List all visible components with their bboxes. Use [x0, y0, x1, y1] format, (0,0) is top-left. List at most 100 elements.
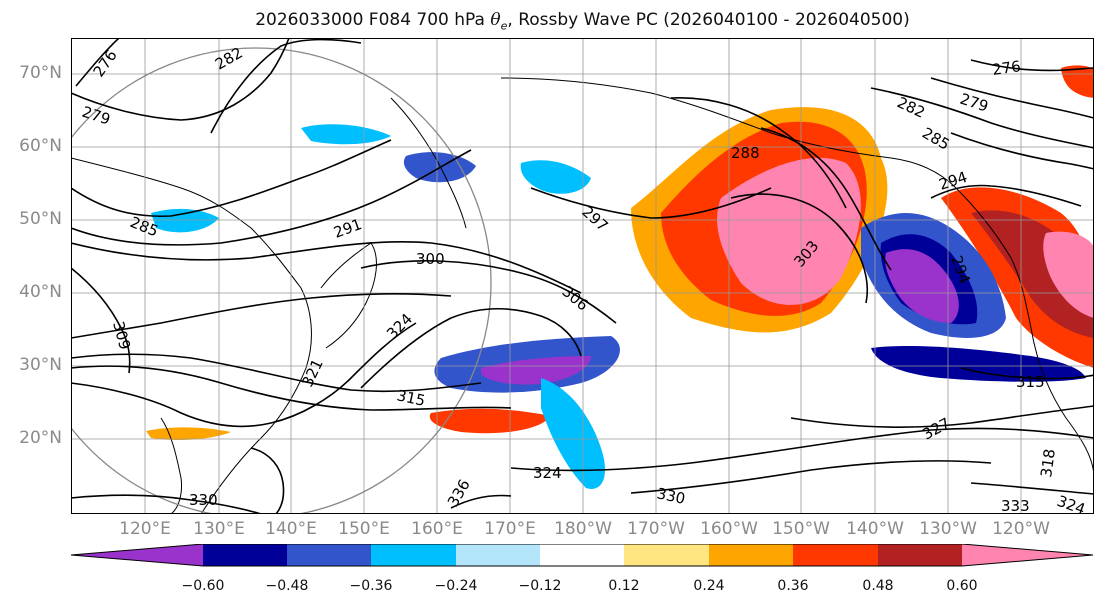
contour-312 — [71, 293, 452, 339]
colorbar-tick-060: 0.60 — [946, 578, 978, 594]
positive-anomaly-arctic — [1061, 65, 1094, 98]
lon-label-150w: 150°W — [772, 519, 830, 539]
coastlines — [71, 77, 1094, 514]
lat-label-30n: 30°N — [19, 355, 62, 375]
colorbar-segment-048-060 — [878, 544, 962, 566]
lat-label-60n: 60°N — [19, 136, 62, 156]
contour-324 — [360, 307, 1094, 472]
contour-300 — [71, 241, 582, 294]
lon-label-120e: 120°E — [119, 519, 171, 539]
colorbar-tick-024: 0.24 — [693, 578, 725, 594]
lon-label-150e: 150°E — [338, 519, 390, 539]
contour-label-324-east: 324 — [533, 464, 562, 482]
contour-label-330-west: 330 — [189, 491, 218, 509]
colorbar-segment-036-024 — [371, 544, 456, 566]
colorbar-tick-neg024: −0.24 — [434, 578, 478, 594]
contour-label-288: 288 — [731, 144, 760, 162]
colorbar-segment-012-024 — [624, 544, 709, 566]
contour-276 — [75, 38, 1094, 87]
graticule — [71, 38, 1094, 514]
contour-336 — [250, 447, 512, 514]
lon-label-160e: 160°E — [411, 519, 463, 539]
negative-anomaly-south — [871, 345, 1086, 382]
contour-330 — [71, 460, 992, 514]
theta-e-contours — [71, 38, 1094, 514]
contour-315 — [71, 353, 1094, 393]
colorbar-tick-neg048: −0.48 — [265, 578, 309, 594]
contour-label-318: 318 — [1037, 448, 1059, 479]
map-frame — [71, 38, 1094, 514]
contour-306 — [360, 260, 617, 324]
colorbar-segment-060-048 — [203, 544, 287, 566]
coastline-kamchatka — [390, 97, 467, 229]
colorbar-tick-048: 0.48 — [862, 578, 894, 594]
contour-288 — [670, 96, 847, 209]
lon-label-130w: 130°W — [919, 519, 977, 539]
colorbar-tick-neg012: −0.12 — [518, 578, 562, 594]
positive-anomaly-subtropics — [429, 408, 551, 434]
map-panel: 276 282 279 285 291 300 306 324 321 315 … — [71, 38, 1094, 514]
contour-318 — [71, 365, 512, 411]
lon-label-130e: 130°E — [193, 519, 245, 539]
lon-label-180w: 180°W — [554, 519, 612, 539]
colorbar-segment-048-036 — [287, 544, 371, 566]
negative-anomaly-tongue — [541, 378, 606, 489]
title-prefix: 2026033000 F084 700 hPa — [255, 10, 491, 30]
contour-label-315: 315 — [395, 386, 427, 410]
coastline-alaska — [500, 77, 957, 189]
shaded-anomalies — [146, 65, 1094, 489]
contour-327 — [790, 405, 1094, 428]
colorbar-segment-024-012 — [456, 544, 540, 566]
title-suffix: , Rossby Wave PC (2026040100 - 202604050… — [507, 10, 910, 30]
contour-label-333: 333 — [1001, 497, 1030, 514]
contour-297 — [530, 187, 772, 219]
theta-subscript: e — [500, 19, 508, 33]
negative-anomaly-kamchatka — [301, 124, 391, 145]
coastline-asia — [71, 157, 312, 514]
colorbar-tick-neg060: −0.60 — [181, 578, 225, 594]
contour-label-276-east: 276 — [991, 57, 1022, 79]
coastline-japan — [320, 242, 377, 349]
lat-label-40n: 40°N — [19, 282, 62, 302]
reference-circle — [71, 47, 492, 514]
contour-333 — [970, 482, 1094, 495]
negative-anomaly-siberia — [151, 208, 219, 233]
colorbar-segment-036-048 — [793, 544, 878, 566]
negative-anomaly-bering — [520, 160, 591, 194]
contour-label-315-east: 315 — [1016, 373, 1045, 391]
lon-label-140w: 140°W — [846, 519, 904, 539]
colorbar-tick-036: 0.36 — [777, 578, 809, 594]
colorbar-segment-below-060 — [71, 544, 203, 566]
contour-321 — [71, 322, 417, 428]
theta-symbol: θ — [490, 10, 501, 30]
contour-label-330-east: 330 — [655, 484, 687, 508]
coastline-philippines — [160, 417, 182, 514]
colorbar-segment-012-012 — [540, 544, 624, 566]
lon-label-140e: 140°E — [265, 519, 317, 539]
colorbar-tick-neg036: −0.36 — [349, 578, 393, 594]
colorbar — [70, 544, 1094, 567]
contour-291 — [71, 149, 472, 246]
contour-label-300: 300 — [416, 250, 445, 268]
contour-279 — [71, 38, 1094, 121]
colorbar-tick-012: 0.12 — [608, 578, 640, 594]
lat-label-20n: 20°N — [19, 428, 62, 448]
colorbar-segment-above-060 — [962, 544, 1093, 566]
contour-282 — [210, 38, 1094, 149]
lon-label-120w: 120°W — [992, 519, 1050, 539]
colorbar-segment-024-036 — [709, 544, 793, 566]
positive-anomaly-northeast-max — [1043, 231, 1094, 318]
colorbar-outline — [70, 544, 1094, 567]
lon-label-170e: 170°E — [484, 519, 536, 539]
lat-label-70n: 70°N — [19, 63, 62, 83]
contour-309 — [71, 267, 131, 374]
lon-label-170w: 170°W — [627, 519, 685, 539]
lat-label-50n: 50°N — [19, 209, 62, 229]
lon-label-160w: 160°W — [700, 519, 758, 539]
coastline-north-america — [955, 187, 1094, 479]
contour-285 — [71, 132, 1094, 218]
negative-anomaly-subtropical-band-core — [481, 356, 591, 385]
map-title: 2026033000 F084 700 hPa θe, Rossby Wave … — [0, 10, 1105, 32]
negative-anomaly-east-pacific-max — [885, 249, 959, 323]
contour-303 — [730, 193, 868, 304]
